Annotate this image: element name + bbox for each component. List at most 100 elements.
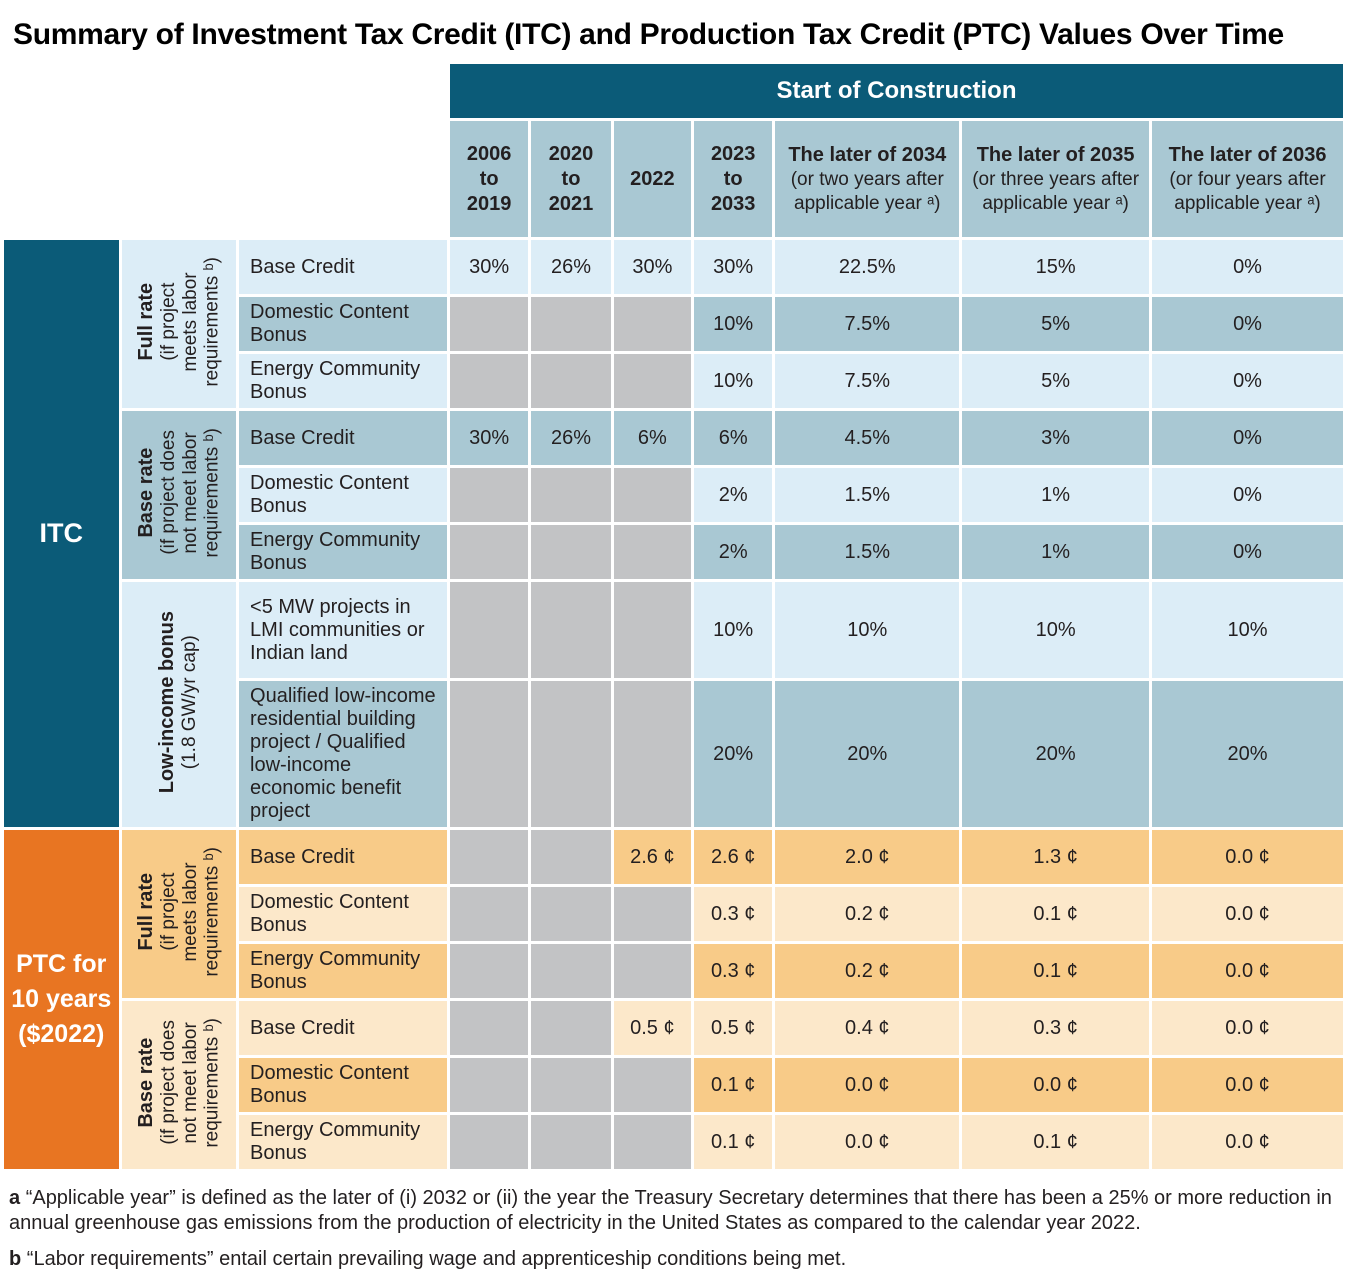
value-cell: 10% (1152, 582, 1343, 678)
row-label: Energy Community Bonus (239, 354, 447, 408)
row-label: Energy Community Bonus (239, 1115, 447, 1169)
value-cell: 2% (694, 525, 773, 579)
table-row: Domestic Content Bonus 10% 7.5% 5% 0% (4, 297, 1343, 351)
value-cell: 20% (962, 681, 1150, 827)
value-cell: 0.0 ¢ (1152, 1115, 1343, 1169)
value-cell: 0% (1152, 297, 1343, 351)
group-label-itc-full-rate: Full rate (if project meets labor requir… (121, 240, 237, 408)
value-cell: 2.6 ¢ (694, 830, 773, 884)
row-label: Base Credit (239, 240, 447, 294)
row-label: Base Credit (239, 1001, 447, 1055)
row-label: Domestic Content Bonus (239, 297, 447, 351)
value-cell: 4.5% (775, 411, 960, 465)
figure-title: Summary of Investment Tax Credit (ITC) a… (13, 18, 1284, 51)
na-cell (449, 830, 529, 884)
value-cell: 10% (694, 582, 773, 678)
value-cell: 3% (962, 411, 1150, 465)
table-row: Domestic Content Bonus 2% 1.5% 1% 0% (4, 468, 1343, 522)
na-cell (449, 525, 529, 579)
corner-spacer (4, 121, 447, 237)
value-cell: 0% (1152, 354, 1343, 408)
value-cell: 0.0 ¢ (775, 1115, 960, 1169)
na-cell (613, 525, 692, 579)
value-cell: 0.3 ¢ (694, 887, 773, 941)
value-cell: 22.5% (775, 240, 960, 294)
col-header-2006-2019: 2006 to 2019 (449, 121, 529, 237)
na-cell (449, 468, 529, 522)
na-cell (613, 582, 692, 678)
value-cell: 1% (962, 468, 1150, 522)
value-cell: 0.2 ¢ (775, 944, 960, 998)
value-cell: 0% (1152, 468, 1343, 522)
value-cell: 2.6 ¢ (613, 830, 692, 884)
na-cell (531, 887, 611, 941)
value-cell: 10% (694, 354, 773, 408)
value-cell: 0.4 ¢ (775, 1001, 960, 1055)
value-cell: 7.5% (775, 354, 960, 408)
value-cell: 2% (694, 468, 773, 522)
value-cell: 2.0 ¢ (775, 830, 960, 884)
value-cell: 6% (694, 411, 773, 465)
footnotes: a “Applicable year” is defined as the la… (9, 1186, 1336, 1271)
value-cell: 1.5% (775, 468, 960, 522)
value-cell: 26% (531, 240, 611, 294)
na-cell (613, 944, 692, 998)
na-cell (613, 468, 692, 522)
value-cell: 5% (962, 297, 1150, 351)
value-cell: 26% (531, 411, 611, 465)
value-cell: 0% (1152, 240, 1343, 294)
value-cell: 0.1 ¢ (694, 1058, 773, 1112)
na-cell (449, 1115, 529, 1169)
value-cell: 30% (613, 240, 692, 294)
col-header-2020-2021: 2020 to 2021 (531, 121, 611, 237)
row-label: Qualified low-income residential buildin… (239, 681, 447, 827)
start-of-construction-header: Start of Construction (449, 64, 1343, 118)
na-cell (531, 830, 611, 884)
na-cell (449, 887, 529, 941)
value-cell: 0.5 ¢ (694, 1001, 773, 1055)
value-cell: 0.1 ¢ (694, 1115, 773, 1169)
table-row: Low-income bonus (1.8 GW/yr cap) <5 MW p… (4, 582, 1343, 827)
value-cell: 0.3 ¢ (962, 1001, 1150, 1055)
value-cell: 0.0 ¢ (962, 1058, 1150, 1112)
value-cell: 20% (694, 681, 773, 827)
row-label: Energy Community Bonus (239, 944, 447, 998)
value-cell: 0.1 ¢ (962, 887, 1150, 941)
na-cell (531, 297, 611, 351)
value-cell: 0.0 ¢ (1152, 1058, 1343, 1112)
value-cell: 1% (962, 525, 1150, 579)
col-header-later-2035: The later of 2035 (or three years after a… (962, 121, 1150, 237)
na-cell (613, 681, 692, 827)
table-row: Base rate (if project does not meet labo… (4, 1001, 1343, 1169)
na-cell (531, 944, 611, 998)
na-cell (449, 582, 529, 678)
na-cell (449, 1001, 529, 1055)
value-cell: 0% (1152, 525, 1343, 579)
table-row: Domestic Content Bonus 0.1 ¢ 0.0 ¢ 0.0 ¢… (4, 1058, 1343, 1112)
value-cell: 10% (775, 582, 960, 678)
table-row: Qualified low-income residential buildin… (4, 681, 1343, 827)
table-row: ITC Full rate (if project meets labor re… (4, 240, 1343, 827)
value-cell: 0.5 ¢ (613, 1001, 692, 1055)
section-label-itc: ITC (4, 240, 119, 827)
value-cell: 0.1 ¢ (962, 944, 1150, 998)
col-header-2022: 2022 (613, 121, 692, 237)
value-cell: 30% (449, 411, 529, 465)
table-row: Energy Community Bonus 10% 7.5% 5% 0% (4, 354, 1343, 408)
footnote-b: b “Labor requirements” entail certain pr… (9, 1247, 847, 1270)
value-cell: 20% (1152, 681, 1343, 827)
na-cell (613, 1115, 692, 1169)
value-cell: 5% (962, 354, 1150, 408)
value-cell: 6% (613, 411, 692, 465)
na-cell (531, 1115, 611, 1169)
table-row: Energy Community Bonus 2% 1.5% 1% 0% (4, 525, 1343, 579)
value-cell: 30% (694, 240, 773, 294)
na-cell (531, 582, 611, 678)
value-cell: 0.0 ¢ (1152, 887, 1343, 941)
na-cell (613, 354, 692, 408)
na-cell (613, 297, 692, 351)
col-header-2023-2033: 2023 to 2033 (694, 121, 773, 237)
group-label-ptc-base-rate: Base rate (if project does not meet labo… (121, 1001, 237, 1169)
value-cell: 10% (962, 582, 1150, 678)
col-header-later-2036: The later of 2036 (or four years after ap… (1152, 121, 1343, 237)
